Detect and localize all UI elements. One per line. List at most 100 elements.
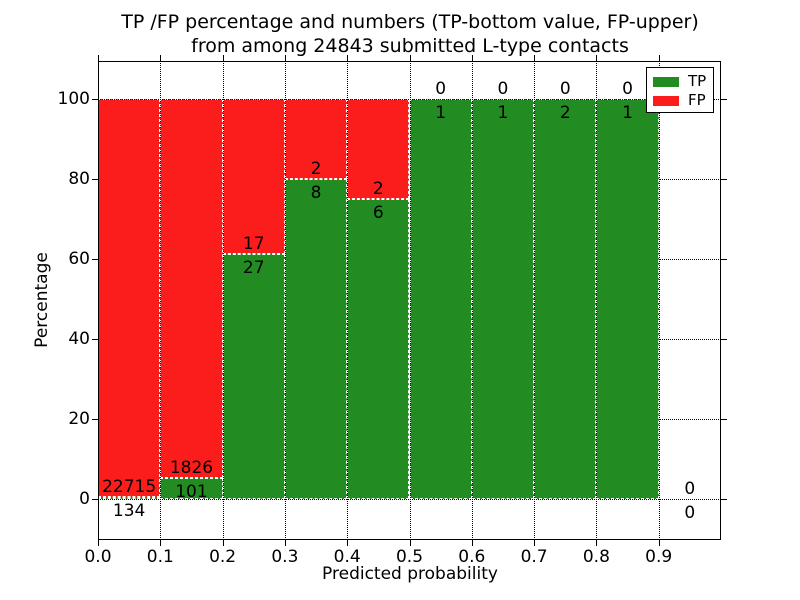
bar-segment-tp <box>409 99 472 500</box>
x-tick-top <box>534 55 536 61</box>
plot-area: 22715 134 1826 101 17 27 2 8 2 6 0 1 0 1 0 2 0 1 0 0 0.0 0.1 0… <box>58 55 727 567</box>
tp-swatch-icon <box>653 76 679 87</box>
tp-count-label: 27 <box>242 257 265 278</box>
legend-entry-fp: FP <box>653 93 713 108</box>
gridline-v <box>347 61 349 540</box>
y-tick-right <box>721 259 727 261</box>
x-tick-top <box>284 55 286 61</box>
bar-segment-fp <box>347 99 410 200</box>
bar-segment-tp <box>284 179 348 500</box>
x-tick <box>596 540 598 546</box>
y-tick-label: 100 <box>57 89 90 110</box>
fp-count-label: 0 <box>684 479 696 500</box>
x-tick-top <box>471 55 473 61</box>
x-tick-top <box>347 55 349 61</box>
y-tick <box>92 339 98 341</box>
x-tick-top <box>160 55 162 61</box>
y-tick-right <box>721 179 727 181</box>
y-tick <box>92 419 98 421</box>
x-tick-label: 0.8 <box>582 547 610 567</box>
fp-count-label: 2 <box>310 159 322 180</box>
y-tick <box>92 499 98 501</box>
y-tick <box>92 99 98 101</box>
x-tick <box>284 540 286 546</box>
bar-segment-tp <box>596 99 659 500</box>
y-tick <box>92 259 98 261</box>
bar-segment-fp <box>98 99 161 497</box>
x-tick-label: 0.5 <box>395 547 424 567</box>
fp-swatch-icon <box>653 95 679 106</box>
tp-count-label: 1 <box>497 103 509 124</box>
y-tick-right <box>721 419 727 421</box>
gridline-v <box>409 61 411 540</box>
y-tick-right <box>721 339 727 341</box>
x-tick <box>658 540 660 546</box>
gridline-v <box>534 61 536 540</box>
fp-count-label: 0 <box>497 79 509 100</box>
gridline-v <box>596 61 598 540</box>
fp-count-label: 0 <box>559 79 571 100</box>
x-tick-label: 0.4 <box>333 547 361 567</box>
chart-title-line2: from among 24843 submitted L-type contac… <box>191 35 629 57</box>
gridline-v <box>658 61 660 540</box>
x-tick-top <box>98 55 99 61</box>
bar-segment-fp <box>160 99 223 479</box>
fp-count-label: 22715 <box>102 476 157 497</box>
tp-count-label: 1 <box>435 103 447 124</box>
legend: TP FP <box>646 67 714 113</box>
bar-segment-tp <box>471 99 535 500</box>
x-tick-label: 0.2 <box>209 547 237 567</box>
x-tick-top <box>222 55 224 61</box>
gridline-v <box>160 61 162 540</box>
fp-count-label: 2 <box>372 179 384 200</box>
y-tick-right <box>721 499 727 501</box>
y-tick-label: 40 <box>68 329 90 350</box>
gridline-v <box>222 61 224 540</box>
x-tick <box>222 540 224 546</box>
tp-count-label: 134 <box>112 500 146 521</box>
y-tick-label: 60 <box>68 249 90 270</box>
x-tick <box>98 540 99 546</box>
fp-count-label: 0 <box>622 79 633 100</box>
x-tick-label: 0.7 <box>520 547 548 567</box>
tp-count-label: 0 <box>684 503 696 524</box>
x-tick <box>534 540 536 546</box>
x-tick-label: 0.0 <box>84 547 112 567</box>
x-tick-label: 0.9 <box>645 547 673 567</box>
gridline-v <box>284 61 286 540</box>
x-tick-top <box>658 55 660 61</box>
x-tick-label: 0.6 <box>458 547 486 567</box>
x-tick-top <box>596 55 598 61</box>
y-tick <box>92 179 98 181</box>
x-tick-label: 0.1 <box>146 547 174 567</box>
tp-count-label: 101 <box>175 482 208 503</box>
bar-segment-tp <box>534 99 597 500</box>
fp-count-label: 1826 <box>169 458 214 479</box>
legend-label-tp: TP <box>688 72 707 90</box>
x-tick <box>160 540 162 546</box>
gridline-v <box>471 61 473 540</box>
fp-count-label: 17 <box>242 233 265 254</box>
tp-count-label: 1 <box>622 103 633 124</box>
legend-entry-tp: TP <box>653 74 713 89</box>
tp-count-label: 2 <box>559 103 571 124</box>
fp-count-label: 0 <box>435 79 447 100</box>
x-tick <box>347 540 349 546</box>
y-tick-label: 20 <box>68 409 90 430</box>
bar-segment-tp <box>222 253 285 500</box>
bar-segment-tp <box>347 199 410 500</box>
y-tick-right <box>721 99 727 101</box>
x-tick-label: 0.3 <box>271 547 299 567</box>
x-tick <box>471 540 473 546</box>
chart-title-line1: TP /FP percentage and numbers (TP-bottom… <box>121 11 699 33</box>
x-axis-label: Predicted probability <box>322 564 498 584</box>
y-tick-label: 0 <box>79 489 90 510</box>
chart-title: TP /FP percentage and numbers (TP-bottom… <box>121 10 699 58</box>
legend-label-fp: FP <box>688 91 706 109</box>
tp-count-label: 8 <box>310 183 322 204</box>
y-axis-label: Percentage <box>32 252 52 348</box>
bar-segment-fp <box>222 99 285 254</box>
x-tick-top <box>409 55 411 61</box>
tp-count-label: 6 <box>372 203 384 224</box>
